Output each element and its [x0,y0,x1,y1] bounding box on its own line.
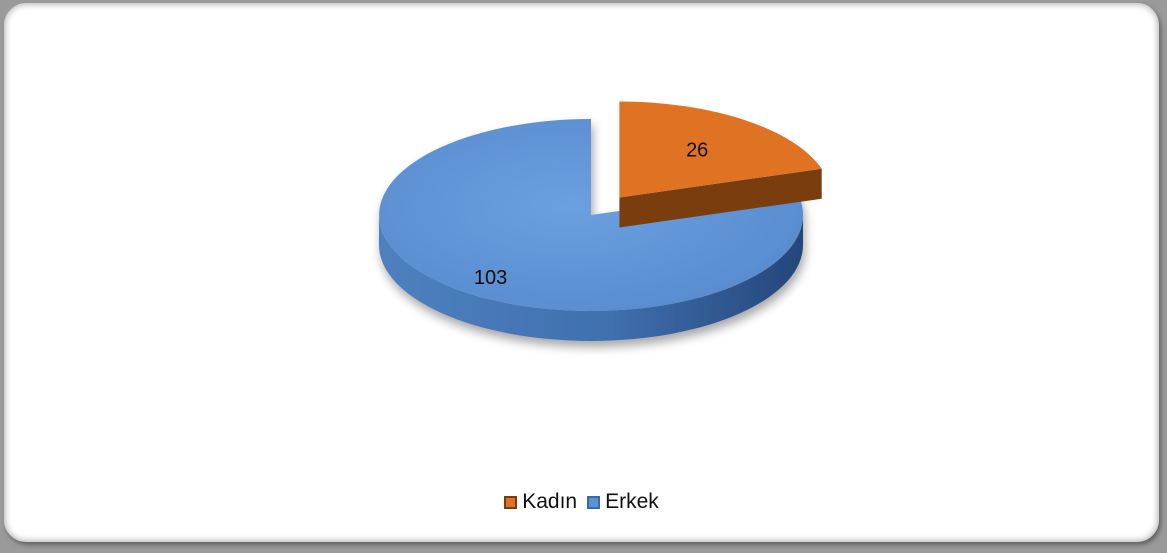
legend-item-kadin: Kadın [504,490,577,514]
legend-item-erkek: Erkek [587,490,659,514]
data-label-kadin: 26 [686,140,708,162]
chart-frame: 103 26 Kadın Erkek [4,3,1159,542]
pie-slice-erkek: 103 [379,119,804,341]
legend: Kadın Erkek [6,490,1157,514]
legend-label-kadin: Kadın [522,490,578,513]
pie-slice-kadin: 26 [619,101,822,228]
pie-slices: 103 26 [379,101,822,341]
pie-chart: 103 26 [379,101,822,341]
legend-swatch-kadin [504,495,518,509]
data-label-erkek: 103 [474,267,507,289]
legend-swatch-erkek [587,495,601,509]
legend-label-erkek: Erkek [605,490,659,513]
